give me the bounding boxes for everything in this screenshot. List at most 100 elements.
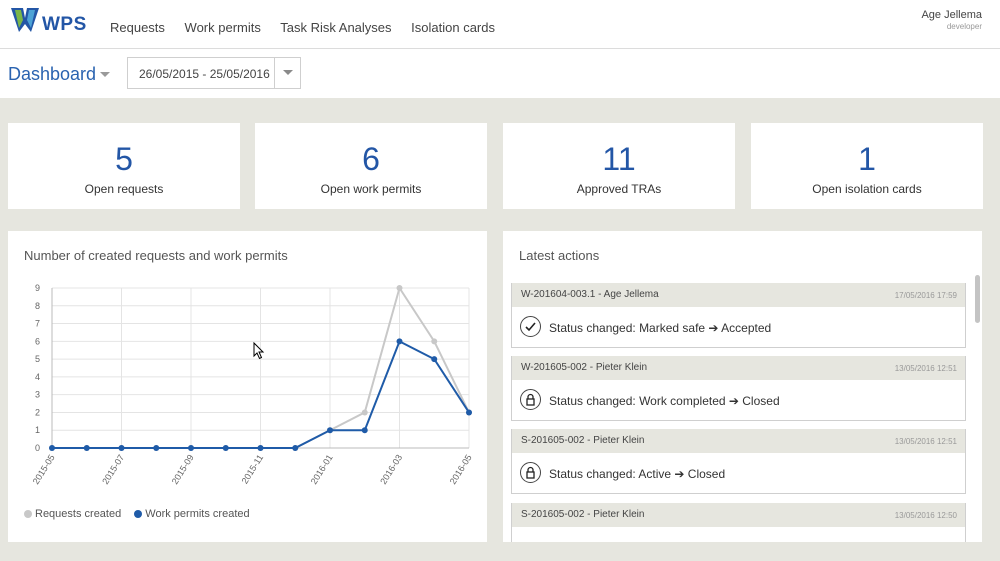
dashboard-title[interactable]: Dashboard [8, 64, 97, 84]
action-header: S-201605-002 - Pieter Klein 13/05/2016 1… [512, 429, 965, 453]
action-item[interactable]: S-201605-002 - Pieter Klein 13/05/2016 1… [511, 429, 966, 494]
stat-value: 11 [602, 141, 636, 177]
stat-label: Open requests [84, 182, 164, 196]
user-role: developer [946, 22, 982, 31]
legend-label: Requests created [35, 508, 122, 520]
nav-requests[interactable]: Requests [110, 20, 165, 35]
stat-card-open-isolation-cards[interactable]: 1 Open isolation cards [751, 123, 983, 209]
legend-dot [134, 510, 143, 518]
x-tick-label: 2015-11 [240, 453, 266, 486]
legend-label: Work permits created [145, 508, 250, 520]
line-chart: 0 1 2 3 4 5 6 7 8 9 2015-05 2015-07 2015-09 2015-11 20… [31, 283, 474, 486]
x-tick-label: 2016-01 [309, 453, 335, 486]
action-body: Status changed: Marked safe ➔ Accepted [512, 307, 965, 347]
action-item[interactable]: S-201605-002 - Pieter Klein 13/05/2016 1… [511, 503, 966, 542]
y-tick-label: 4 [35, 372, 40, 382]
top-navbar: WPS Requests Work permits Task Risk Anal… [0, 0, 1000, 49]
action-text: Status changed: Work completed ➔ Closed [549, 394, 780, 408]
data-point [292, 445, 299, 451]
data-point [49, 445, 55, 451]
x-tick-label: 2015-07 [100, 453, 126, 486]
action-ref: S-201605-002 - Pieter Klein [521, 435, 645, 446]
date-range-value: 26/05/2015 - 25/05/2016 [139, 67, 270, 81]
latest-actions-title: Latest actions [519, 248, 600, 263]
y-tick-label: 2 [35, 407, 40, 417]
data-point [361, 409, 368, 416]
action-ref: S-201605-002 - Pieter Klein [521, 509, 645, 520]
date-range-dropdown-button[interactable] [274, 58, 300, 88]
action-text: Status changed: Active ➔ Closed [549, 467, 726, 481]
action-ref: W-201604-003.1 - Age Jellema [521, 289, 659, 300]
actions-scrollbar[interactable] [975, 275, 980, 323]
mouse-cursor-icon [253, 342, 265, 360]
action-body: Status changed: Active ➔ Closed [512, 453, 965, 493]
x-tick-label: 2015-09 [170, 453, 196, 486]
data-point [188, 445, 194, 451]
logo-text: WPS [42, 14, 87, 35]
data-point [431, 356, 438, 363]
y-tick-label: 7 [35, 319, 40, 329]
data-point [222, 445, 229, 451]
y-tick-label: 5 [35, 354, 40, 364]
legend-item-work-permits[interactable]: Work permits created [134, 508, 250, 520]
nav-task-risk-analyses[interactable]: Task Risk Analyses [280, 20, 392, 35]
nav-isolation-cards[interactable]: Isolation cards [411, 20, 495, 35]
x-tick-label: 2016-03 [378, 453, 404, 486]
data-point [396, 338, 403, 345]
action-ref: W-201605-002 - Pieter Klein [521, 362, 648, 373]
latest-actions-panel: Latest actions W-201604-003.1 - Age Jell… [503, 231, 982, 542]
action-body: Status changed: Work completed ➔ Closed [512, 380, 965, 420]
user-menu[interactable]: Age Jellema developer [921, 9, 982, 31]
nav-work-permits[interactable]: Work permits [184, 20, 261, 35]
y-tick-label: 3 [35, 390, 40, 400]
wps-logo[interactable]: WPS [9, 6, 89, 40]
stat-label: Open isolation cards [812, 182, 922, 196]
stat-value: 6 [362, 141, 380, 177]
action-header: W-201604-003.1 - Age Jellema 17/05/2016 … [512, 283, 965, 307]
data-point [257, 445, 264, 451]
data-point [83, 445, 90, 451]
stat-card-approved-tras[interactable]: 11 Approved TRAs [503, 123, 735, 209]
chart-panel: 0 1 2 3 4 5 6 7 8 9 2015-05 2015-07 2015-09 2015-11 20… [8, 231, 487, 542]
data-point [361, 427, 368, 434]
data-point [118, 445, 125, 451]
chevron-down-icon [283, 70, 293, 75]
data-point [396, 285, 403, 291]
y-tick-label: 8 [35, 301, 40, 311]
action-header: W-201605-002 - Pieter Klein 13/05/2016 1… [512, 356, 965, 380]
user-name: Age Jellema [921, 9, 982, 21]
action-time: 13/05/2016 12:51 [894, 364, 957, 373]
y-tick-label: 6 [35, 336, 40, 346]
action-header: S-201605-002 - Pieter Klein 13/05/2016 1… [512, 503, 965, 527]
x-tick-label: 2015-05 [31, 453, 57, 486]
x-tick-label: 2016-05 [448, 453, 474, 486]
lock-icon [520, 462, 541, 483]
stat-card-open-work-permits[interactable]: 6 Open work permits [255, 123, 487, 209]
action-item[interactable]: W-201604-003.1 - Age Jellema 17/05/2016 … [511, 283, 966, 348]
stat-label: Open work permits [320, 182, 422, 196]
y-tick-label: 1 [35, 425, 40, 435]
wps-logo-icon [11, 8, 39, 32]
legend-item-requests[interactable]: Requests created [24, 508, 121, 520]
dashboard-dropdown-caret-icon[interactable] [100, 72, 110, 77]
action-time: 13/05/2016 12:50 [894, 511, 957, 520]
stat-card-open-requests[interactable]: 5 Open requests [8, 123, 240, 209]
chart-legend: Requests created Work permits created [24, 508, 260, 520]
action-time: 17/05/2016 17:59 [894, 291, 957, 300]
data-point [431, 338, 438, 345]
action-time: 13/05/2016 12:51 [894, 437, 957, 446]
dashboard-header: Dashboard 26/05/2015 - 25/05/2016 [0, 49, 1000, 98]
legend-dot [24, 510, 32, 518]
lock-icon [520, 389, 541, 410]
y-tick-label: 0 [35, 443, 40, 453]
stat-value: 5 [115, 141, 133, 177]
check-icon [520, 316, 541, 337]
data-point [327, 427, 333, 434]
main-nav: Requests Work permits Task Risk Analyses… [110, 20, 511, 35]
date-range-picker[interactable]: 26/05/2015 - 25/05/2016 [127, 57, 301, 89]
action-item[interactable]: W-201605-002 - Pieter Klein 13/05/2016 1… [511, 356, 966, 421]
stat-label: Approved TRAs [576, 182, 662, 196]
y-tick-label: 9 [35, 283, 40, 293]
stat-value: 1 [858, 141, 876, 177]
action-text: Status changed: Marked safe ➔ Accepted [549, 321, 772, 335]
